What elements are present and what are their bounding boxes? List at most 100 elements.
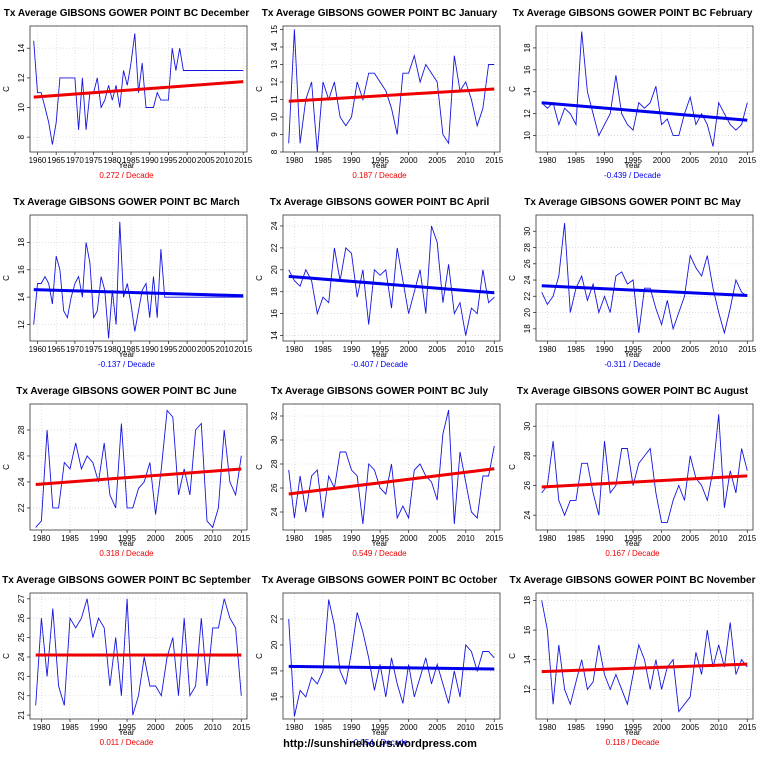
chart-svg: 1980 1985 1990 1995 2000 2005 2010 2015 14 16 18 20…	[255, 214, 504, 354]
x-tick-label: 2010	[457, 723, 475, 732]
chart-panel: Tx Average GIBSONS GOWER POINT BC August…	[506, 378, 759, 567]
x-tick-label: 2000	[400, 723, 418, 732]
y-tick-label: 12	[17, 73, 26, 82]
chart-panel: Tx Average GIBSONS GOWER POINT BC July 19…	[253, 378, 506, 567]
y-tick-label: 23	[17, 671, 26, 680]
y-tick-label: 14	[17, 43, 26, 52]
trend-label: 0.118 / Decade	[605, 738, 660, 747]
chart-svg: 1980 1985 1990 1995 2000 2005 2010 2015 10 12 14 16…	[508, 25, 757, 165]
y-tick-label: 24	[17, 477, 26, 486]
x-tick-label: 2000	[178, 156, 196, 165]
chart-panel: Tx Average GIBSONS GOWER POINT BC Januar…	[253, 0, 506, 189]
chart-title: Tx Average GIBSONS GOWER POINT BC Januar…	[261, 8, 498, 19]
y-tick-label: 30	[523, 226, 532, 235]
chart-title: Tx Average GIBSONS GOWER POINT BC March	[13, 197, 240, 208]
y-tick-label: 18	[523, 595, 532, 604]
y-tick-label: 14	[523, 87, 532, 96]
chart-svg: 1980 1985 1990 1995 2000 2005 2010 2015 24 26 28 30…	[255, 403, 504, 543]
y-axis-label: C	[255, 464, 264, 470]
y-axis-label: C	[2, 653, 11, 659]
y-axis-label: C	[255, 275, 264, 281]
y-axis-label: C	[2, 275, 11, 281]
x-tick-label: 2005	[197, 156, 215, 165]
x-tick-label: 1985	[567, 723, 585, 732]
plot-frame	[282, 25, 501, 153]
x-tick-label: 1995	[118, 534, 136, 543]
plot-frame	[535, 25, 754, 153]
trend-line	[35, 467, 242, 487]
y-axis-label: C	[255, 653, 264, 659]
y-tick-label: 18	[523, 43, 532, 52]
x-tick-label: 2010	[710, 534, 728, 543]
y-tick-label: 32	[270, 411, 279, 420]
x-tick-label: 1985	[567, 156, 585, 165]
y-tick-label: 13	[270, 60, 279, 69]
x-axis-label: Year	[118, 350, 135, 359]
x-tick-label: 1985	[122, 345, 140, 354]
chart-svg: 1980 1985 1990 1995 2000 2005 2010 2015 22 24 26 28…	[2, 403, 251, 543]
y-tick-label: 26	[523, 481, 532, 490]
trend-line	[288, 467, 495, 496]
x-axis-label: Year	[371, 350, 388, 359]
x-tick-label: 1995	[371, 156, 389, 165]
trend-label: 0.167 / Decade	[605, 549, 660, 558]
y-tick-label: 12	[523, 684, 532, 693]
y-tick-label: 18	[523, 324, 532, 333]
x-tick-label: 1960	[29, 156, 47, 165]
x-tick-label: 2015	[738, 534, 756, 543]
y-tick-label: 25	[17, 633, 26, 642]
x-tick-label: 1985	[314, 534, 332, 543]
chart-svg: 1960 1965 1970 1975 1980 1985 1990 1995 2000 2005…	[2, 25, 253, 165]
x-tick-label: 1990	[596, 723, 614, 732]
plot-frame	[29, 592, 248, 720]
x-tick-label: 1990	[90, 723, 108, 732]
x-tick-label: 1980	[286, 534, 304, 543]
x-tick-label: 2000	[400, 534, 418, 543]
x-tick-label: 2015	[234, 156, 252, 165]
x-tick-label: 2015	[738, 723, 756, 732]
footer-url[interactable]: http://sunshinehours.wordpress.com	[283, 738, 477, 750]
chart-title: Tx Average GIBSONS GOWER POINT BC April	[269, 197, 490, 208]
x-tick-label: 1960	[29, 345, 47, 354]
x-tick-label: 2000	[400, 345, 418, 354]
x-tick-label: 1980	[286, 345, 304, 354]
x-tick-label: 2015	[738, 345, 756, 354]
x-tick-label: 2015	[485, 534, 503, 543]
series-line	[288, 599, 495, 717]
y-tick-label: 24	[270, 221, 279, 230]
series-line	[288, 225, 495, 336]
x-tick-label: 1980	[539, 156, 557, 165]
x-axis-label: Year	[118, 728, 135, 737]
y-tick-label: 8	[270, 149, 279, 154]
plot-frame	[29, 403, 248, 531]
chart-panel: Tx Average GIBSONS GOWER POINT BC Novemb…	[506, 567, 759, 756]
x-tick-label: 1990	[596, 156, 614, 165]
y-tick-label: 26	[523, 259, 532, 268]
x-axis-label: Year	[624, 728, 641, 737]
x-tick-label: 1995	[624, 534, 642, 543]
series-line	[541, 223, 748, 335]
y-tick-label: 30	[523, 421, 532, 430]
x-tick-label: 1970	[66, 345, 84, 354]
chart-panel: Tx Average GIBSONS GOWER POINT BC May 198…	[506, 189, 759, 378]
chart-svg: 1980 1985 1990 1995 2000 2005 2010 2015 21 22 23 24…	[2, 592, 251, 732]
x-tick-label: 1980	[33, 723, 51, 732]
y-tick-label: 24	[17, 652, 26, 661]
y-tick-label: 26	[17, 451, 26, 460]
x-tick-label: 2010	[710, 156, 728, 165]
y-tick-label: 14	[523, 655, 532, 664]
y-tick-label: 14	[17, 292, 26, 301]
series-line	[35, 409, 242, 529]
x-tick-label: 2005	[681, 345, 699, 354]
x-tick-label: 1995	[624, 345, 642, 354]
plot-frame	[29, 214, 248, 342]
y-tick-label: 16	[270, 309, 279, 318]
y-tick-label: 16	[523, 65, 532, 74]
x-tick-label: 1995	[371, 345, 389, 354]
x-tick-label: 1990	[90, 534, 108, 543]
y-tick-label: 8	[17, 134, 26, 139]
chart-title: Tx Average GIBSONS GOWER POINT BC May	[524, 197, 741, 208]
x-tick-label: 2000	[400, 156, 418, 165]
series-line	[35, 598, 242, 716]
